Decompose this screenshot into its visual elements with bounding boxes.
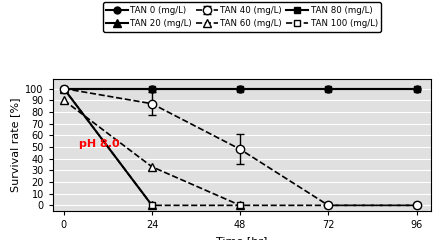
Line: TAN 100 (mg/L): TAN 100 (mg/L) bbox=[60, 85, 420, 209]
Line: TAN 80 (mg/L): TAN 80 (mg/L) bbox=[60, 85, 420, 92]
TAN 100 (mg/L) bbox=[149, 204, 154, 207]
TAN 80 (mg/L) bbox=[238, 87, 243, 90]
Text: pH 8.0: pH 8.0 bbox=[78, 139, 119, 149]
TAN 0 (mg/L) bbox=[326, 87, 331, 90]
TAN 60 (mg/L) bbox=[149, 165, 154, 168]
TAN 60 (mg/L) bbox=[61, 99, 66, 102]
TAN 0 (mg/L) bbox=[149, 87, 154, 90]
TAN 60 (mg/L) bbox=[238, 204, 243, 207]
X-axis label: Time [hr]: Time [hr] bbox=[216, 236, 268, 240]
TAN 100 (mg/L) bbox=[238, 204, 243, 207]
TAN 80 (mg/L) bbox=[149, 87, 154, 90]
TAN 100 (mg/L) bbox=[414, 204, 419, 207]
Line: TAN 60 (mg/L): TAN 60 (mg/L) bbox=[60, 96, 244, 210]
TAN 0 (mg/L) bbox=[238, 87, 243, 90]
Line: TAN 0 (mg/L): TAN 0 (mg/L) bbox=[60, 85, 420, 92]
Y-axis label: Survival rate [%]: Survival rate [%] bbox=[10, 98, 20, 192]
TAN 100 (mg/L) bbox=[326, 204, 331, 207]
Legend: TAN 0 (mg/L), TAN 20 (mg/L), TAN 40 (mg/L), TAN 60 (mg/L), TAN 80 (mg/L), TAN 10: TAN 0 (mg/L), TAN 20 (mg/L), TAN 40 (mg/… bbox=[103, 2, 381, 32]
TAN 0 (mg/L) bbox=[414, 87, 419, 90]
TAN 80 (mg/L) bbox=[414, 87, 419, 90]
TAN 80 (mg/L) bbox=[61, 87, 66, 90]
TAN 0 (mg/L) bbox=[61, 87, 66, 90]
TAN 100 (mg/L) bbox=[61, 87, 66, 90]
TAN 80 (mg/L) bbox=[326, 87, 331, 90]
